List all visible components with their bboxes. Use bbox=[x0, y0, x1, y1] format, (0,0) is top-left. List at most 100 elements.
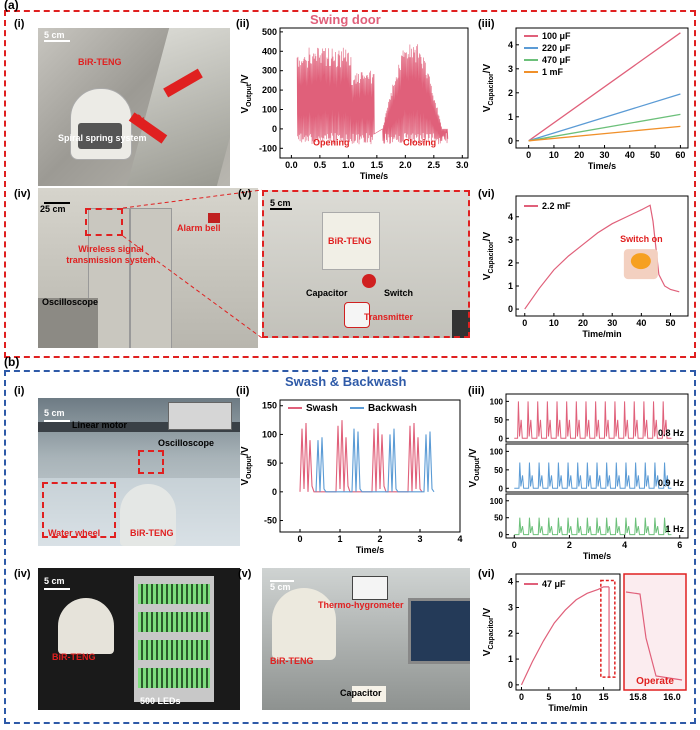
legend-label: 470 μF bbox=[542, 55, 571, 65]
x-tick-label: 6 bbox=[677, 540, 682, 550]
chart-b-ii: 0 1 2 3 4 Time/s -50 0 50 100 150 VOutput/V Swash Bac… bbox=[236, 392, 466, 562]
x-tick-label: 5 bbox=[546, 692, 551, 702]
y-tick-label: 0 bbox=[272, 487, 277, 497]
y-tick-label: 3 bbox=[508, 64, 513, 74]
y-axis-label: VOutput/V bbox=[240, 446, 253, 485]
b-v-device: BiR-TENG bbox=[270, 656, 314, 666]
y-tick-label: 500 bbox=[262, 27, 277, 37]
x-tick-label: 30 bbox=[607, 318, 617, 328]
y-tick-label: 0 bbox=[508, 136, 513, 146]
x-tick-label: 2 bbox=[567, 540, 572, 550]
annotation-switch-on: Switch on bbox=[620, 234, 663, 244]
y-tick-label: 4 bbox=[508, 212, 513, 222]
annotation-opening: Opening bbox=[313, 137, 350, 147]
a-v-scale-bar bbox=[270, 208, 292, 210]
series-0.8Hz bbox=[514, 401, 671, 438]
y-axis-label: VOutput/V bbox=[468, 448, 481, 487]
b-i-motor: Linear motor bbox=[72, 420, 127, 430]
y-tick-label: 0 bbox=[508, 680, 513, 690]
b-iv-scale: 5 cm bbox=[44, 576, 65, 586]
b-i-highlight bbox=[138, 450, 164, 474]
b-v-capacitor: Capacitor bbox=[340, 688, 382, 698]
x-tick-label: 3.0 bbox=[456, 160, 469, 170]
x-tick-label: 40 bbox=[636, 318, 646, 328]
y-tick-label: 2 bbox=[508, 258, 513, 268]
chart-a-vi: 0 10 20 30 40 50 Time/min 0 1 2 3 4 VCapacitor/V 2.2 … bbox=[476, 190, 692, 350]
legend-label: 100 μF bbox=[542, 31, 571, 41]
a-v-transmitter: Transmitter bbox=[364, 312, 413, 322]
b-i-scale: 5 cm bbox=[44, 408, 65, 418]
x-tick-label: 0 bbox=[512, 540, 517, 550]
legend-label: 1 mF bbox=[542, 67, 564, 77]
x-tick-label: 30 bbox=[600, 150, 610, 160]
series-output bbox=[297, 44, 448, 144]
zoom-box bbox=[601, 580, 615, 677]
x-tick-label: 15 bbox=[599, 692, 609, 702]
legend-label: 47 μF bbox=[542, 579, 566, 589]
b-i-scope: Oscilloscope bbox=[158, 438, 214, 448]
plot-frame bbox=[516, 574, 620, 690]
x-tick-label: 10 bbox=[549, 318, 559, 328]
b-iv-leds: 500 LEDs bbox=[140, 696, 181, 706]
b-i-wheel: Water wheel bbox=[48, 528, 100, 538]
y-tick-label: 0 bbox=[272, 124, 277, 134]
chart-a-iii: 0 10 20 30 40 50 60 Time/s 0 1 2 3 4 VCapacitor/V 100 … bbox=[476, 22, 692, 186]
chart-b-vi: 0 5 10 15 Time/min 0 1 2 3 4 VCapacitor/V 47 μF Oper… bbox=[476, 568, 692, 720]
y-tick-label: 1 bbox=[508, 281, 513, 291]
y-tick-label: 0 bbox=[499, 434, 504, 443]
x-tick-label: 0 bbox=[297, 534, 302, 544]
legend-label: 220 μF bbox=[542, 43, 571, 53]
y-tick-label: 0 bbox=[508, 304, 513, 314]
x-axis-label: Time/s bbox=[583, 551, 611, 560]
x-tick-label: 16.0 bbox=[663, 692, 681, 702]
alarm-light bbox=[631, 253, 651, 269]
chart-b-iii: 0 50 100 0.8 Hz 0 50 100 0.9 Hz 0 50 100 1 Hz 0 2 4 6 Ti… bbox=[466, 388, 692, 560]
series-0.9Hz bbox=[514, 462, 671, 488]
b-v-thermo: Thermo-hygrometer bbox=[318, 600, 404, 610]
legend-label: Backwash bbox=[368, 403, 417, 414]
x-tick-label: 0 bbox=[526, 150, 531, 160]
series-470μF bbox=[529, 114, 681, 140]
y-tick-label: 3 bbox=[508, 603, 513, 613]
y-axis-label: VOutput/V bbox=[240, 74, 253, 113]
x-tick-label: 0 bbox=[519, 692, 524, 702]
x-tick-label: 60 bbox=[675, 150, 685, 160]
y-tick-label: 100 bbox=[262, 429, 277, 439]
plot-frame bbox=[516, 196, 688, 316]
y-tick-label: 100 bbox=[490, 447, 504, 456]
y-axis-label: VCapacitor/V bbox=[482, 231, 495, 280]
x-tick-label: 4 bbox=[457, 534, 462, 544]
x-tick-label: 50 bbox=[666, 318, 676, 328]
x-tick-label: 50 bbox=[650, 150, 660, 160]
series-label: 1 Hz bbox=[665, 524, 684, 534]
x-tick-label: 20 bbox=[574, 150, 584, 160]
b-v-label: (v) bbox=[238, 568, 251, 580]
series-1Hz bbox=[514, 518, 671, 535]
y-tick-label: 2 bbox=[508, 88, 513, 98]
x-tick-label: 2 bbox=[377, 534, 382, 544]
x-tick-label: 0 bbox=[522, 318, 527, 328]
x-tick-label: 3 bbox=[417, 534, 422, 544]
y-tick-label: 150 bbox=[262, 401, 277, 411]
y-tick-label: 50 bbox=[494, 514, 503, 523]
a-v-capacitor: Capacitor bbox=[306, 288, 348, 298]
x-tick-label: 1 bbox=[337, 534, 342, 544]
legend-label: 2.2 mF bbox=[542, 201, 571, 211]
x-tick-label: 20 bbox=[578, 318, 588, 328]
x-axis-label: Time/s bbox=[356, 545, 384, 555]
y-tick-label: 4 bbox=[508, 577, 513, 587]
y-tick-label: 1 bbox=[508, 654, 513, 664]
y-tick-label: 100 bbox=[490, 397, 504, 406]
b-iv-device: BiR-TENG bbox=[52, 652, 96, 662]
x-tick-label: 1.5 bbox=[371, 160, 384, 170]
x-tick-label: 40 bbox=[625, 150, 635, 160]
x-tick-label: 0.0 bbox=[285, 160, 298, 170]
x-tick-label: 4 bbox=[622, 540, 627, 550]
annotation-closing: Closing bbox=[403, 137, 436, 147]
b-iv-label: (iv) bbox=[14, 568, 31, 580]
y-tick-label: 1 bbox=[508, 112, 513, 122]
series-label: 0.9 Hz bbox=[658, 478, 685, 488]
y-tick-label: 4 bbox=[508, 40, 513, 50]
y-tick-label: 50 bbox=[494, 466, 503, 475]
y-tick-label: 100 bbox=[490, 497, 504, 506]
